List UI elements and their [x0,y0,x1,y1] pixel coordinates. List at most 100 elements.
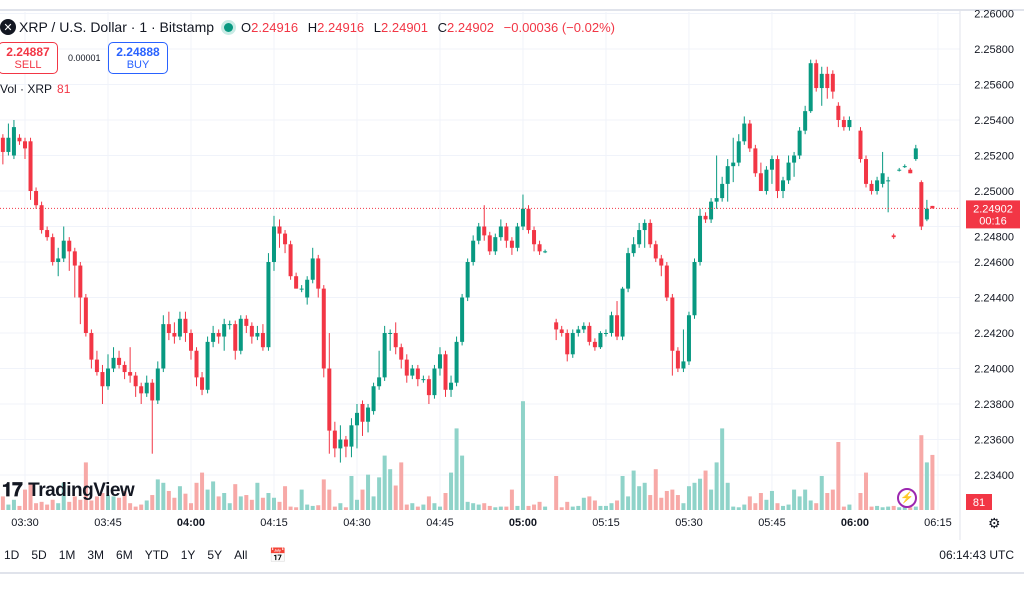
volume-bar [277,501,282,510]
candle [399,343,404,369]
volume-bar [28,482,33,510]
candle [432,364,437,399]
candle-body [775,159,780,191]
candle [194,347,199,387]
range-all[interactable]: All [234,548,248,562]
candle-body [366,407,371,422]
volume-bar [382,455,387,510]
candle [371,382,376,415]
candle-body [11,127,16,156]
candle [111,347,116,373]
candle-body [532,230,537,245]
volume-bar [377,477,382,510]
volume-bar [399,462,404,510]
candle [449,375,454,397]
candle-body [244,318,249,326]
range-1d[interactable]: 1D [4,548,20,562]
candle [166,311,171,341]
candle-body [786,162,791,181]
volume-bar [509,489,514,510]
candle-body [172,333,177,337]
volume-bar [526,505,531,510]
candle-body [648,222,653,245]
candle-body [371,386,376,412]
candle-body [747,123,752,149]
candle [769,155,774,184]
volume-bar [703,470,708,510]
range-5y[interactable]: 5Y [207,548,223,562]
bottom-divider [0,572,1024,574]
sell-button[interactable]: 2.24887 SELL [0,42,58,74]
go-to-date-icon[interactable]: 📅 [269,546,287,563]
candle [532,226,537,252]
tradingview-logo[interactable]: 𝟏𝟕 TradingView [2,480,135,501]
candle-body [72,251,77,266]
candle-body [128,372,133,376]
y-tick-label: 2.23600 [974,435,1014,447]
candlestick-chart[interactable]: 2.26000 2.25800 2.25600 2.25400 2.25200 2.250… [0,0,1024,540]
volume-bar [211,481,216,510]
volume-bar [642,482,647,510]
candle [576,325,581,337]
volume-bar [321,479,326,510]
volume-bar [487,505,492,510]
buy-button[interactable]: 2.24888 BUY [108,42,168,74]
candle-body [105,368,110,387]
range-ytd[interactable]: YTD [144,548,169,562]
volume-bar [836,442,841,510]
range-5d[interactable]: 5D [31,548,47,562]
candle [836,102,841,128]
volume-bar [222,493,227,510]
candle-body [305,279,310,298]
tradingview-logo-icon: 𝟏𝟕 [2,480,23,501]
candle-body [653,244,658,259]
volume-bar [128,503,133,510]
candle [39,201,44,234]
volume-bar [78,499,83,510]
candle-body [216,333,221,337]
candle-body [222,324,227,337]
last-volume-label: 81 [973,497,985,509]
candle-body [343,439,348,447]
volume-bar [200,472,205,510]
volume-legend[interactable]: Vol · XRP 81 [0,82,71,96]
candle-body [570,333,575,355]
volume-bar [476,504,481,510]
range-1y[interactable]: 1Y [180,548,196,562]
settings-icon[interactable]: ⚙ [988,515,1001,531]
candle [177,311,182,341]
candle-body [664,265,669,298]
volume-bar [366,474,371,510]
candle [858,127,863,163]
candle-body [897,169,902,171]
candle [155,361,160,404]
candle-body [526,208,531,231]
range-6m[interactable]: 6M [116,548,133,562]
volume-bar [50,499,55,510]
candle [692,258,697,319]
candle-body [515,226,520,248]
lightning-icon[interactable]: ⚡ [897,488,917,508]
candle [437,347,442,376]
candle-body [675,350,680,369]
utc-clock[interactable]: 06:14:43 UTC [939,548,1014,562]
candle [460,293,465,346]
volume-bar [316,505,321,510]
volume-bar [731,506,736,510]
candle-body [67,240,72,252]
candle [34,187,39,209]
candle [515,222,520,252]
volume-bar [543,506,548,510]
candle [758,162,763,191]
range-1m[interactable]: 1M [58,548,76,562]
candle-body [6,137,11,152]
candle-body [587,325,592,342]
range-3m[interactable]: 3M [87,548,105,562]
volume-bar [670,489,675,510]
volume-bar [570,506,575,510]
volume-bar [675,495,680,510]
candle-body [803,111,808,131]
candle-body [825,73,830,89]
volume-bar [714,462,719,510]
symbol-title[interactable]: XRP / U.S. Dollar · 1 · Bitstamp [19,19,215,35]
